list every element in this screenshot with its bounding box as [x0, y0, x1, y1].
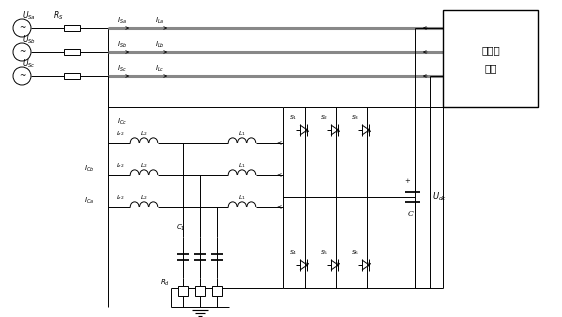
Bar: [443, 10, 538, 107]
Bar: [64, 25, 80, 31]
Text: $I_{La}$: $I_{La}$: [155, 16, 165, 26]
Text: $I_{z2}$: $I_{z2}$: [116, 162, 125, 171]
Text: $L_1$: $L_1$: [238, 130, 246, 139]
Text: $U_{dc}$: $U_{dc}$: [433, 191, 447, 203]
Text: $R_S$: $R_S$: [53, 10, 64, 22]
Text: $L_1$: $L_1$: [238, 194, 246, 203]
Text: $S_2$: $S_2$: [320, 113, 328, 122]
Text: $S_6$: $S_6$: [351, 249, 359, 257]
Text: 非线性: 非线性: [481, 46, 500, 55]
Text: $L_2$: $L_2$: [140, 162, 148, 171]
Text: $I_{Sc}$: $I_{Sc}$: [117, 64, 127, 74]
Text: $U_{Sa}$: $U_{Sa}$: [22, 10, 36, 22]
Text: $S_3$: $S_3$: [351, 113, 359, 122]
Text: ~: ~: [19, 48, 25, 56]
Text: $I_{Cc}$: $I_{Cc}$: [117, 117, 127, 127]
Text: $I_{Ca}$: $I_{Ca}$: [84, 196, 94, 206]
Text: $S_5$: $S_5$: [320, 249, 328, 257]
Bar: [212, 286, 222, 296]
Text: $U_{Sb}$: $U_{Sb}$: [22, 34, 36, 46]
Text: $I_{Sa}$: $I_{Sa}$: [117, 16, 127, 26]
Text: $I_{z2}$: $I_{z2}$: [116, 194, 125, 203]
Text: $I_{z2}$: $I_{z2}$: [116, 130, 125, 139]
Bar: [195, 286, 205, 296]
Text: $S_1$: $S_1$: [289, 113, 297, 122]
Text: $L_2$: $L_2$: [140, 130, 148, 139]
Text: ~: ~: [19, 23, 25, 33]
Text: $I_{Cb}$: $I_{Cb}$: [84, 164, 94, 174]
Text: $C_1$: $C_1$: [176, 223, 186, 233]
Text: C: C: [408, 210, 414, 218]
Text: $L_2$: $L_2$: [140, 194, 148, 203]
Text: $S_4$: $S_4$: [289, 249, 297, 257]
Text: $L_1$: $L_1$: [238, 162, 246, 171]
Text: 负载: 负载: [484, 64, 497, 73]
Bar: [64, 73, 80, 79]
Text: $U_{Sc}$: $U_{Sc}$: [22, 58, 36, 70]
Text: $I_{Lb}$: $I_{Lb}$: [155, 40, 165, 50]
Bar: [64, 49, 80, 55]
Text: +: +: [404, 177, 410, 185]
Text: $R_d$: $R_d$: [160, 278, 170, 288]
Text: ~: ~: [19, 72, 25, 81]
Text: $I_{Sb}$: $I_{Sb}$: [117, 40, 127, 50]
Text: $I_{Lc}$: $I_{Lc}$: [155, 64, 165, 74]
Bar: [178, 286, 188, 296]
